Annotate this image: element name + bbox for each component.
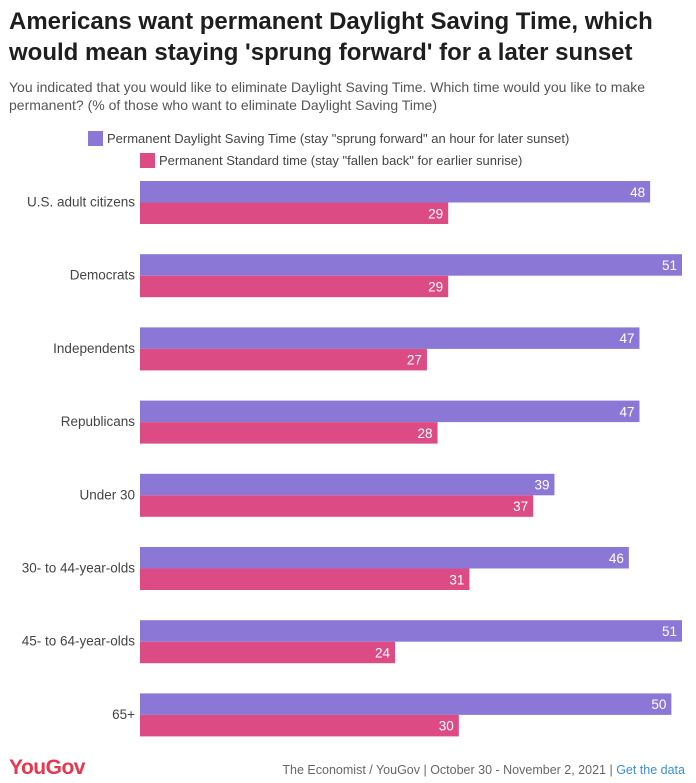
chart-subtitle: You indicated that you would like to eli… xyxy=(9,79,646,113)
data-label: 46 xyxy=(609,551,624,566)
legend-label-standard: Permanent Standard time (stay "fallen ba… xyxy=(159,152,523,168)
chart-title: Americans want permanent Daylight Saving… xyxy=(9,8,653,66)
bar-standard xyxy=(140,568,470,590)
legend-label-dst: Permanent Daylight Saving Time (stay "sp… xyxy=(107,130,570,146)
get-the-data-link[interactable]: Get the data xyxy=(616,763,685,777)
category-label: 45- to 64-year-olds xyxy=(22,634,136,649)
source-text: The Economist / YouGov | October 30 - No… xyxy=(282,763,617,777)
bar-dst xyxy=(140,327,640,349)
data-label: 51 xyxy=(662,624,677,639)
category-label: U.S. adult citizens xyxy=(27,195,135,210)
bar-standard xyxy=(140,714,459,737)
bar-standard xyxy=(140,641,396,664)
category-label: 30- to 44-year-olds xyxy=(22,561,136,576)
data-label: 37 xyxy=(513,499,528,514)
bar-dst xyxy=(140,254,682,276)
data-label: 29 xyxy=(428,279,443,294)
bar-standard xyxy=(140,202,449,224)
category-label: 65+ xyxy=(112,707,135,722)
bar-dst xyxy=(140,473,555,496)
bar-standard xyxy=(140,495,534,517)
data-label: 48 xyxy=(630,185,645,200)
data-label: 47 xyxy=(619,404,634,419)
legend-swatch-dst xyxy=(88,130,103,146)
data-label: 50 xyxy=(651,697,666,712)
bar-dst xyxy=(140,400,640,423)
legend: Permanent Daylight Saving Time (stay "sp… xyxy=(88,127,569,171)
data-label: 51 xyxy=(662,258,677,273)
legend-swatch-standard xyxy=(140,152,155,168)
data-label: 29 xyxy=(428,206,443,221)
bar-dst xyxy=(140,620,682,642)
bar-standard xyxy=(140,348,427,371)
bar-standard xyxy=(140,275,449,298)
data-label: 27 xyxy=(407,353,422,368)
data-label: 24 xyxy=(375,645,391,660)
bar-dst xyxy=(140,181,651,203)
footer-source: The Economist / YouGov | October 30 - No… xyxy=(282,763,685,777)
category-label: Democrats xyxy=(70,268,136,283)
data-label: 39 xyxy=(534,478,549,493)
category-label: Under 30 xyxy=(79,487,135,502)
bar-standard xyxy=(140,422,438,444)
category-label: Independents xyxy=(53,341,135,356)
data-label: 31 xyxy=(449,572,464,587)
bar-dst xyxy=(140,693,672,715)
category-label: Republicans xyxy=(61,414,136,429)
data-label: 28 xyxy=(418,426,433,441)
legend-item-standard: Permanent Standard time (stay "fallen ba… xyxy=(140,149,569,171)
data-label: 47 xyxy=(619,331,634,346)
bar-dst xyxy=(140,547,629,569)
legend-item-dst: Permanent Daylight Saving Time (stay "sp… xyxy=(88,127,569,149)
yougov-logo: YouGov xyxy=(9,756,85,779)
data-label: 30 xyxy=(439,719,454,734)
